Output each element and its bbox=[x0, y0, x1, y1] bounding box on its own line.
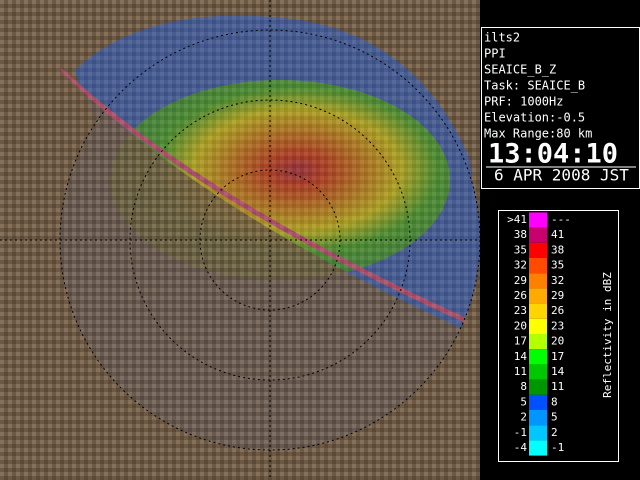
legend-low: 2 bbox=[520, 411, 527, 424]
legend-swatch bbox=[529, 410, 547, 426]
legend-low: 11 bbox=[514, 365, 527, 378]
legend-low: 17 bbox=[514, 335, 527, 348]
legend-swatch bbox=[529, 425, 547, 441]
legend-high: 8 bbox=[551, 395, 558, 408]
legend: >41 --- 38 41 35 38 32 35 29 32 26 29 23 26 20 23 17 20 14… bbox=[507, 212, 571, 456]
info-line: Max Range:80 km bbox=[484, 127, 592, 141]
info-line: PRF: 1000Hz bbox=[484, 95, 563, 109]
info-line: SEAICE_B_Z bbox=[484, 63, 556, 77]
radar-image bbox=[0, 0, 480, 480]
legend-high: --- bbox=[551, 213, 571, 226]
legend-high: 2 bbox=[551, 426, 558, 439]
legend-low: 38 bbox=[514, 228, 527, 241]
info-lines: ilts2 PPI SEAICE_B_Z Task: SEAICE_B PRF: 100… bbox=[484, 31, 592, 141]
legend-box bbox=[498, 210, 619, 462]
legend-swatch bbox=[529, 318, 547, 334]
time: 13:04:10 bbox=[488, 139, 618, 170]
legend-high: 20 bbox=[551, 335, 564, 348]
legend-low: 26 bbox=[514, 289, 527, 302]
info-line: Task: SEAICE_B bbox=[484, 79, 585, 93]
legend-high: 32 bbox=[551, 274, 564, 287]
legend-swatch bbox=[529, 440, 547, 456]
legend-low: >41 bbox=[507, 213, 527, 226]
legend-low: 29 bbox=[514, 274, 527, 287]
legend-low: 32 bbox=[514, 259, 527, 272]
legend-high: 23 bbox=[551, 319, 564, 332]
legend-swatch bbox=[529, 349, 547, 365]
legend-low: -1 bbox=[514, 426, 527, 439]
info-line: Elevation:-0.5 bbox=[484, 111, 585, 125]
legend-low: 14 bbox=[514, 350, 528, 363]
legend-high: 29 bbox=[551, 289, 564, 302]
legend-low: 20 bbox=[514, 319, 527, 332]
info-line: PPI bbox=[484, 47, 506, 61]
legend-high: -1 bbox=[551, 441, 564, 454]
legend-swatch bbox=[529, 273, 547, 289]
legend-swatch bbox=[529, 394, 547, 410]
legend-title: Reflectivity in dBZ bbox=[601, 272, 614, 398]
legend-high: 17 bbox=[551, 350, 564, 363]
legend-swatch bbox=[529, 242, 547, 258]
legend-swatch bbox=[529, 258, 547, 274]
legend-swatch bbox=[529, 379, 547, 395]
legend-swatch bbox=[529, 227, 547, 243]
info-line: ilts2 bbox=[484, 31, 520, 45]
legend-high: 5 bbox=[551, 411, 558, 424]
date: 6 APR 2008 JST bbox=[494, 166, 629, 185]
legend-high: 35 bbox=[551, 259, 564, 272]
legend-low: 35 bbox=[514, 243, 527, 256]
legend-low: 5 bbox=[520, 395, 527, 408]
legend-low: 8 bbox=[520, 380, 527, 393]
legend-swatch bbox=[529, 288, 547, 304]
legend-high: 14 bbox=[551, 365, 565, 378]
legend-swatch bbox=[529, 303, 547, 319]
legend-high: 11 bbox=[551, 380, 564, 393]
legend-low: 23 bbox=[514, 304, 527, 317]
legend-high: 38 bbox=[551, 243, 564, 256]
legend-swatch bbox=[529, 364, 547, 380]
legend-high: 26 bbox=[551, 304, 564, 317]
legend-swatch bbox=[529, 334, 547, 350]
legend-low: -4 bbox=[514, 441, 528, 454]
legend-high: 41 bbox=[551, 228, 564, 241]
info-box bbox=[481, 27, 640, 189]
legend-swatch bbox=[529, 212, 547, 228]
